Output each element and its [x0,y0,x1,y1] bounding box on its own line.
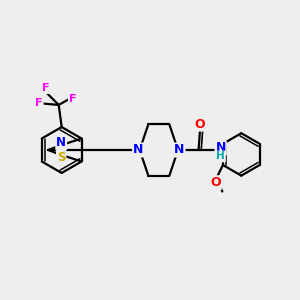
Text: O: O [195,118,206,130]
Text: N: N [56,136,66,149]
Text: O: O [210,176,221,189]
Text: S: S [57,151,65,164]
Text: F: F [69,94,76,104]
Text: N: N [174,143,184,157]
Text: H: H [216,152,225,161]
Text: F: F [42,83,49,93]
Text: F: F [35,98,43,109]
Text: N: N [215,141,226,154]
Text: N: N [133,143,143,157]
